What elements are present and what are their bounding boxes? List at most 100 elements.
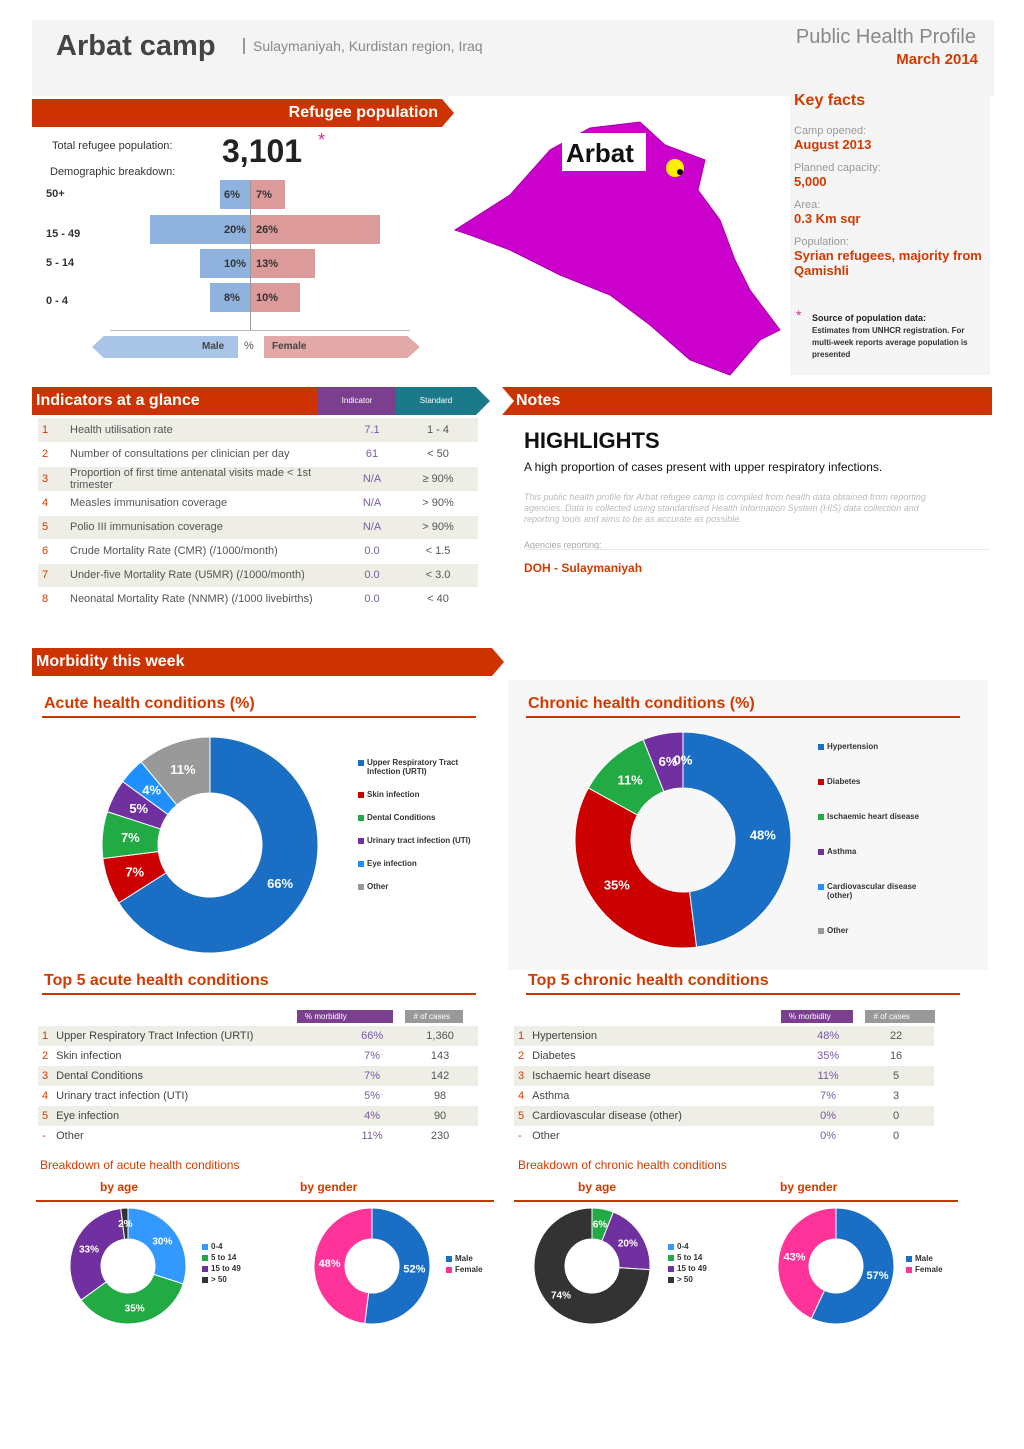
donut-data-label: 35% (125, 1303, 145, 1314)
donut-data-label: 30% (152, 1236, 172, 1247)
legend-label: > 50 (677, 1275, 693, 1284)
legend-label: > 50 (211, 1275, 227, 1284)
chronic-donut-chart: 48%35%11%6%0%0% (574, 731, 792, 949)
report-date: March 2014 (896, 51, 978, 68)
donut-data-label: 35% (604, 877, 630, 892)
acute-breakdown-line (36, 1200, 494, 1202)
legend-swatch (818, 744, 824, 750)
legend-swatch (668, 1266, 674, 1272)
female-bar (250, 249, 315, 278)
population-banner: Refugee population (32, 99, 454, 127)
condition-pct: 11% (361, 1130, 383, 1142)
donut-data-label: 0% (674, 752, 693, 767)
indicator-standard: < 50 (398, 442, 478, 467)
legend-item: Male (906, 1254, 943, 1263)
key-fact-label: Camp opened: (794, 125, 867, 137)
legend-item: Eye infection (358, 859, 488, 868)
condition-row: 1 Hypertension 48% 22 (514, 1026, 934, 1046)
indicator-row: 2 Number of consultations per clinician p… (38, 442, 478, 467)
legend-swatch (668, 1277, 674, 1283)
legend-label: Other (827, 926, 849, 935)
key-fact: Planned capacity: 5,000 (794, 162, 984, 189)
condition-name: Dental Conditions (52, 1066, 343, 1086)
map-label: Arbat (566, 138, 634, 168)
top-acute-headers: % morbidity # of cases (297, 1006, 464, 1024)
indicators-table: 1 Health utilisation rate 7.1 1 - 4 2 Number … (38, 418, 478, 612)
donut-data-label: 2% (118, 1219, 133, 1230)
condition-cases: 143 (430, 1050, 450, 1062)
condition-rank: 3 (514, 1066, 529, 1086)
age-group-label: 0 - 4 (46, 295, 69, 307)
age-group-label: 50+ (46, 188, 65, 200)
condition-row: - Other 11% 230 (38, 1126, 478, 1146)
chronic-gender-legend: Male Female (906, 1254, 943, 1276)
chronic-breakdown-line (514, 1200, 958, 1202)
key-facts-list: Camp opened: August 2013 Planned capacity:… (794, 125, 984, 288)
condition-pct: 5% (364, 1090, 381, 1102)
standard-col-header: Standard (396, 387, 476, 415)
female-pct: 10% (256, 292, 279, 304)
top-chronic-title: Top 5 chronic health conditions (528, 972, 769, 989)
notes-title: Notes (516, 392, 561, 409)
chronic-title-line (526, 716, 960, 718)
indicator-name: Crude Mortality Rate (CMR) (/1000/month) (66, 539, 346, 564)
indicator-value: N/A (346, 491, 398, 516)
acute-title-line (42, 716, 476, 718)
donut-data-label: 11% (617, 772, 643, 787)
acute-breakdown-title: Breakdown of acute health conditions (40, 1158, 240, 1172)
donut-slice (120, 1207, 129, 1240)
legend-label: Male (455, 1254, 473, 1263)
condition-row: 3 Ischaemic heart disease 11% 5 (514, 1066, 934, 1086)
legend-item: Cardiovascular disease (other) (818, 882, 938, 900)
legend-item: Urinary tract infection (UTI) (358, 836, 488, 845)
chronic-legend: Hypertension Diabetes Ischaemic heart dise… (818, 742, 938, 961)
donut-slice (69, 1207, 126, 1301)
age-group-label: 5 - 14 (46, 257, 75, 269)
chronic-morb-header: % morbidity (781, 1010, 853, 1023)
condition-row: 5 Eye infection 4% 90 (38, 1106, 478, 1126)
legend-swatch (358, 760, 364, 766)
donut-data-label: 52% (403, 1263, 425, 1275)
condition-cases: 5 (858, 1066, 934, 1086)
condition-name: Asthma (532, 1090, 570, 1102)
condition-cases: 98 (433, 1090, 447, 1102)
top-acute-line (42, 993, 476, 995)
female-pct: 13% (256, 258, 279, 270)
legend-swatch (358, 792, 364, 798)
donut-data-label: 11% (170, 762, 196, 777)
legend-item: 5 to 14 (202, 1253, 241, 1262)
legend-label: Female (455, 1265, 483, 1274)
indicators-title: Indicators at a glance (36, 392, 200, 409)
donut-data-label: 48% (319, 1258, 341, 1270)
acute-chart-title: Acute health conditions (%) (44, 695, 255, 712)
condition-cases: 0 (858, 1106, 934, 1126)
condition-row: 4 Urinary tract infection (UTI) 5% 98 (38, 1086, 478, 1106)
legend-item: Other (358, 882, 488, 891)
donut-data-label: 33% (79, 1244, 99, 1255)
condition-row: 2 Skin infection 7% 143 (38, 1046, 478, 1066)
acute-by-age-title: by age (100, 1180, 139, 1194)
morbidity-banner: Morbidity this week (32, 648, 504, 676)
female-pct: 26% (256, 224, 279, 236)
indicator-standard: > 90% (398, 491, 478, 516)
indicator-col-header: Indicator (318, 387, 396, 415)
key-fact-value: 5,000 (794, 174, 827, 189)
condition-pct: 35% (817, 1050, 840, 1062)
highlight-text: A high proportion of cases present with … (524, 460, 883, 474)
male-pct: 8% (224, 292, 240, 304)
condition-pct: 4% (342, 1106, 403, 1126)
indicator-standard: < 1.5 (398, 539, 478, 564)
legend-swatch (358, 815, 364, 821)
morbidity-title: Morbidity this week (36, 653, 185, 670)
legend-swatch (818, 814, 824, 820)
legend-label: 0-4 (677, 1242, 689, 1251)
donut-data-label: 6% (659, 754, 678, 769)
legend-item: Asthma (818, 847, 938, 856)
camp-dot (677, 169, 683, 175)
female-bar (250, 283, 300, 312)
donut-slice (80, 1273, 184, 1325)
chronic-chart-title: Chronic health conditions (%) (528, 695, 755, 712)
legend-label: 15 to 49 (211, 1264, 241, 1273)
legend-swatch (906, 1256, 912, 1262)
condition-pct: 0% (798, 1106, 859, 1126)
